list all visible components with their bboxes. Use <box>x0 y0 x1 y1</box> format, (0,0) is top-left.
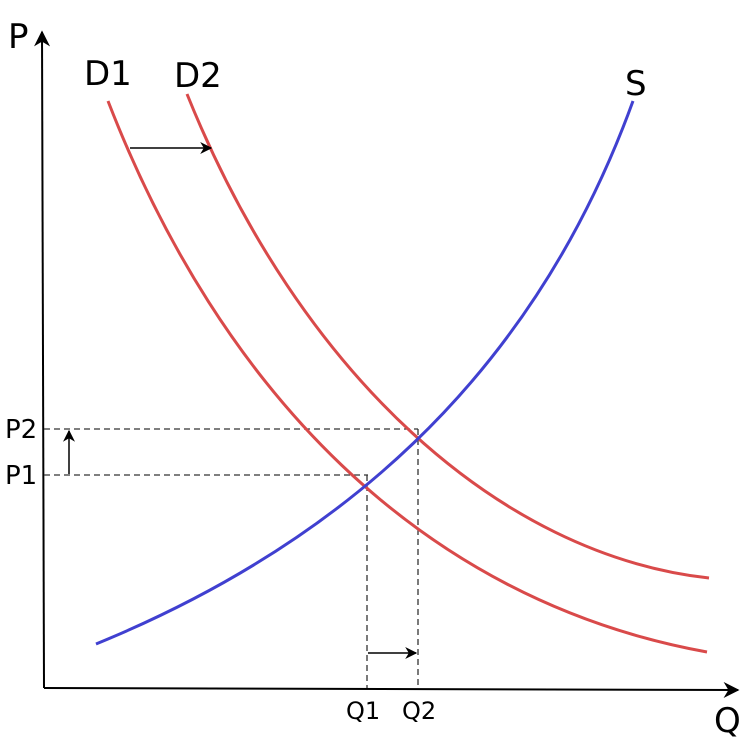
p1-label: P1 <box>5 461 37 491</box>
q1-label: Q1 <box>346 697 380 725</box>
y-axis-label: P <box>8 17 29 57</box>
q2-label: Q2 <box>402 697 436 725</box>
x-axis-label: Q <box>714 701 741 741</box>
demand-curve-d1 <box>106 100 708 654</box>
d2-label: D2 <box>174 56 222 96</box>
supply-curve-s <box>95 100 635 646</box>
s-label: S <box>625 64 647 104</box>
demand-curve-d2 <box>185 93 710 580</box>
x-axis <box>43 681 740 698</box>
d1-label: D1 <box>84 54 132 94</box>
y-axis <box>34 30 51 689</box>
p2-label: P2 <box>5 415 37 445</box>
